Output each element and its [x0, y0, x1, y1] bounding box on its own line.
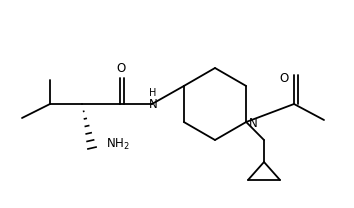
Text: O: O [279, 73, 289, 85]
Text: H: H [149, 88, 157, 98]
Text: O: O [116, 62, 126, 74]
Text: NH$_2$: NH$_2$ [106, 136, 130, 152]
Text: N: N [149, 99, 158, 111]
Text: N: N [249, 116, 258, 130]
